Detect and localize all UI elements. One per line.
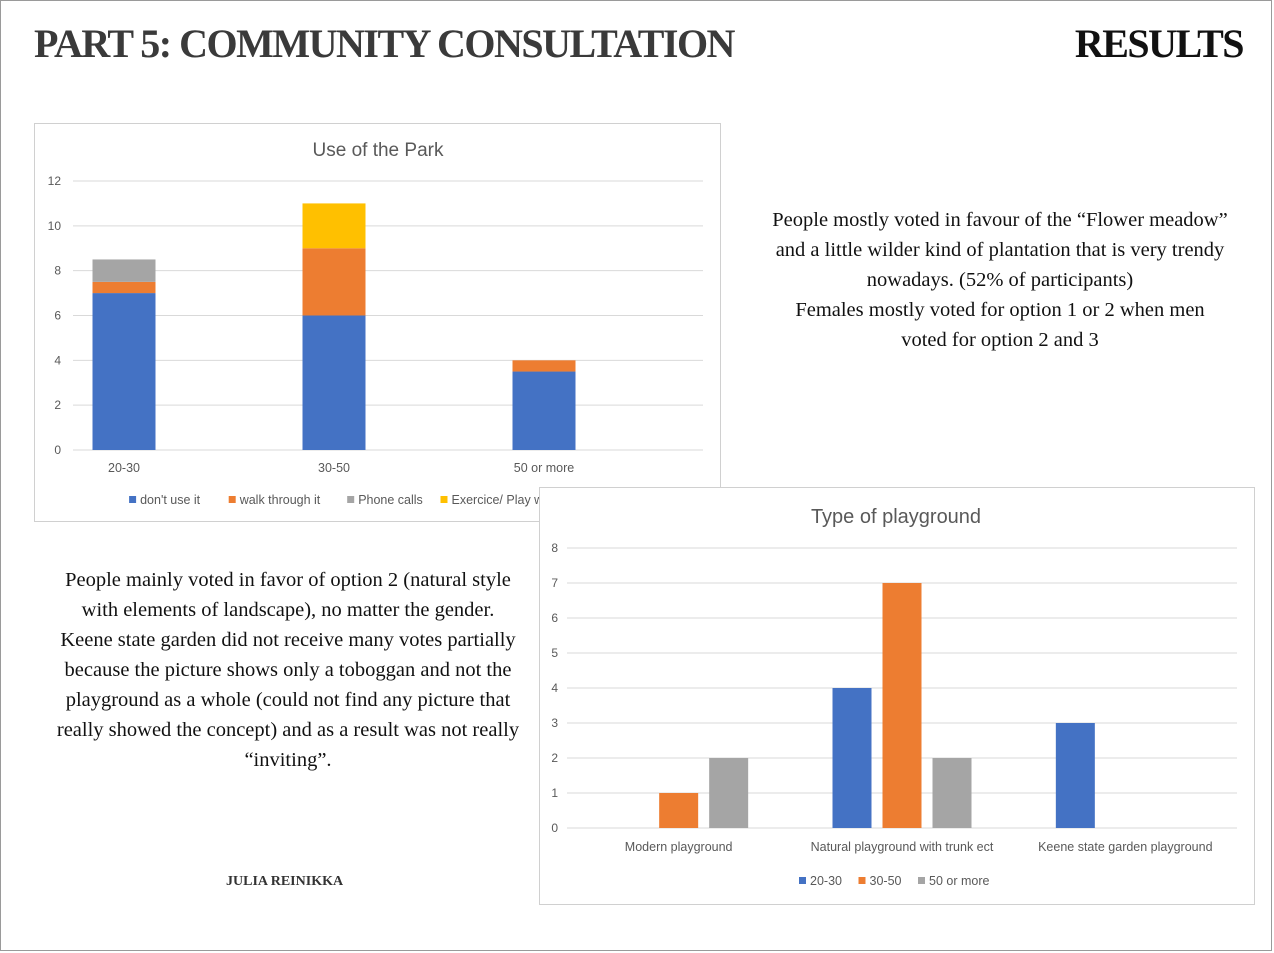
y-tick-label: 0 <box>551 821 558 835</box>
y-tick-label: 8 <box>551 541 558 555</box>
results-summary-right: People mostly voted in favour of the “Fl… <box>770 205 1230 355</box>
y-tick-label: 3 <box>551 716 558 730</box>
use-of-park-chart: Use of the Park 0 2 4 6 8 10 12 20-30 30-50 50 or … <box>34 123 721 522</box>
y-tick-label: 2 <box>54 398 61 412</box>
bar <box>882 583 922 828</box>
x-tick-label: 20-30 <box>108 461 140 475</box>
x-tick-label: Keene state garden playground <box>1038 840 1212 854</box>
type-of-playground-chart: Type of playground 0 1 2 3 4 5 6 7 8 Modern playgr… <box>539 487 1255 905</box>
author-name: JULIA REINIKKA <box>226 874 344 889</box>
bar <box>709 758 749 828</box>
legend-label: walk through it <box>239 493 321 507</box>
section-title: RESULTS <box>1074 21 1245 66</box>
x-tick-label: Natural playground with trunk ect <box>811 840 994 854</box>
use-of-park-chart-svg: Use of the Park 0 2 4 6 8 10 12 20-30 30-50 50 or … <box>48 140 703 507</box>
bar-segment <box>302 315 366 450</box>
legend-label: 20-30 <box>810 874 842 888</box>
results-paragraph: People mainly voted in favor of option 2… <box>65 569 511 621</box>
y-tick-label: 4 <box>551 681 558 695</box>
y-tick-label: 7 <box>551 576 558 590</box>
chart-title: Use of the Park <box>313 140 444 161</box>
bar-segment <box>92 259 156 282</box>
legend-swatch <box>440 496 448 503</box>
y-tick-label: 1 <box>551 786 558 800</box>
y-tick-label: 12 <box>48 174 62 188</box>
legend-label: Phone calls <box>358 493 423 507</box>
y-tick-label: 8 <box>54 264 61 278</box>
legend-swatch <box>228 496 236 503</box>
results-paragraph: Keene state garden did not receive many … <box>56 629 520 771</box>
x-tick-label: 50 or more <box>514 461 574 475</box>
y-tick-label: 10 <box>48 219 62 233</box>
chart-title: Type of playground <box>811 506 981 528</box>
type-of-playground-chart-svg: Type of playground 0 1 2 3 4 5 6 7 8 Modern playgr… <box>551 506 1237 888</box>
bar-segment <box>512 360 576 372</box>
y-tick-label: 2 <box>551 751 558 765</box>
results-summary-left: People mainly voted in favor of option 2… <box>52 565 524 775</box>
results-paragraph: Females mostly voted for option 1 or 2 w… <box>795 299 1205 351</box>
legend-swatch <box>799 877 806 884</box>
bar-segment <box>302 248 366 316</box>
legend-label: don't use it <box>140 493 201 507</box>
y-tick-label: 5 <box>551 646 558 660</box>
bar <box>832 688 872 828</box>
y-tick-label: 6 <box>54 309 61 323</box>
legend-label: 50 or more <box>929 874 989 888</box>
bar-segment <box>512 371 576 450</box>
bar <box>1055 723 1095 828</box>
legend-label: 30-50 <box>870 874 902 888</box>
x-tick-label: 30-50 <box>318 461 350 475</box>
y-tick-label: 4 <box>54 353 61 367</box>
legend-swatch <box>918 877 925 884</box>
bar <box>659 793 699 828</box>
bar-segment <box>302 203 366 249</box>
legend-swatch <box>858 877 866 884</box>
x-tick-label: Modern playground <box>625 840 733 854</box>
y-tick-label: 0 <box>54 443 61 457</box>
bar-segment <box>92 293 156 450</box>
results-paragraph: People mostly voted in favour of the “Fl… <box>772 209 1228 291</box>
page-title: PART 5: COMMUNITY CONSULTATION <box>34 21 735 66</box>
y-tick-label: 6 <box>551 611 558 625</box>
legend-swatch <box>347 496 355 503</box>
legend-swatch <box>129 496 137 503</box>
bar <box>932 758 972 828</box>
bar-segment <box>92 281 156 294</box>
